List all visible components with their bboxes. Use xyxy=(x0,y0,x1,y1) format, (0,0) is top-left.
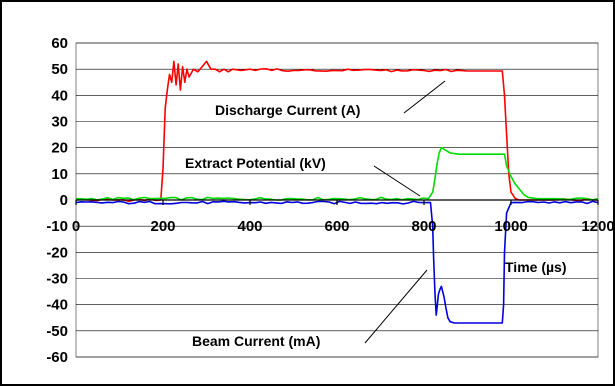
y-tick-label: -20 xyxy=(46,244,68,261)
y-tick-label: -40 xyxy=(46,297,68,314)
y-tick-label: -10 xyxy=(46,218,68,235)
series-line-beam-current-ma xyxy=(75,200,599,324)
x-tick-label: 200 xyxy=(150,218,175,235)
y-tick-label: 10 xyxy=(51,166,68,183)
y-tick-label: 20 xyxy=(51,140,68,157)
annotation-beam-current: Beam Current (mA) xyxy=(192,333,320,349)
x-tick-label: 1200 xyxy=(581,218,614,235)
series-line-discharge-current-a xyxy=(75,60,598,203)
annotation-extract-potential: Extract Potential (kV) xyxy=(185,155,326,171)
y-tick-label: 30 xyxy=(51,114,68,131)
y-tick-label: 60 xyxy=(51,35,68,52)
leader-extract-potential xyxy=(373,165,421,197)
y-tick-label: -50 xyxy=(46,323,68,340)
x-tick-label: 0 xyxy=(72,218,80,235)
annotation-discharge-current: Discharge Current (A) xyxy=(215,102,360,118)
y-tick-label: -30 xyxy=(46,271,68,288)
leader-discharge-current xyxy=(403,80,446,114)
y-tick-label: -60 xyxy=(46,349,68,366)
y-tick-label: 50 xyxy=(51,61,68,78)
x-tick-label: 400 xyxy=(237,218,262,235)
x-axis-label: Time (µs) xyxy=(505,259,567,275)
y-tick-label: 40 xyxy=(51,87,68,104)
y-tick-label: 0 xyxy=(60,192,68,209)
x-tick-label: 800 xyxy=(411,218,436,235)
leader-beam-current xyxy=(364,269,428,344)
x-tick-label: 1000 xyxy=(494,218,527,235)
x-tick-label: 600 xyxy=(324,218,349,235)
annotation-layer: Discharge Current (A) Extract Potential … xyxy=(185,80,567,349)
